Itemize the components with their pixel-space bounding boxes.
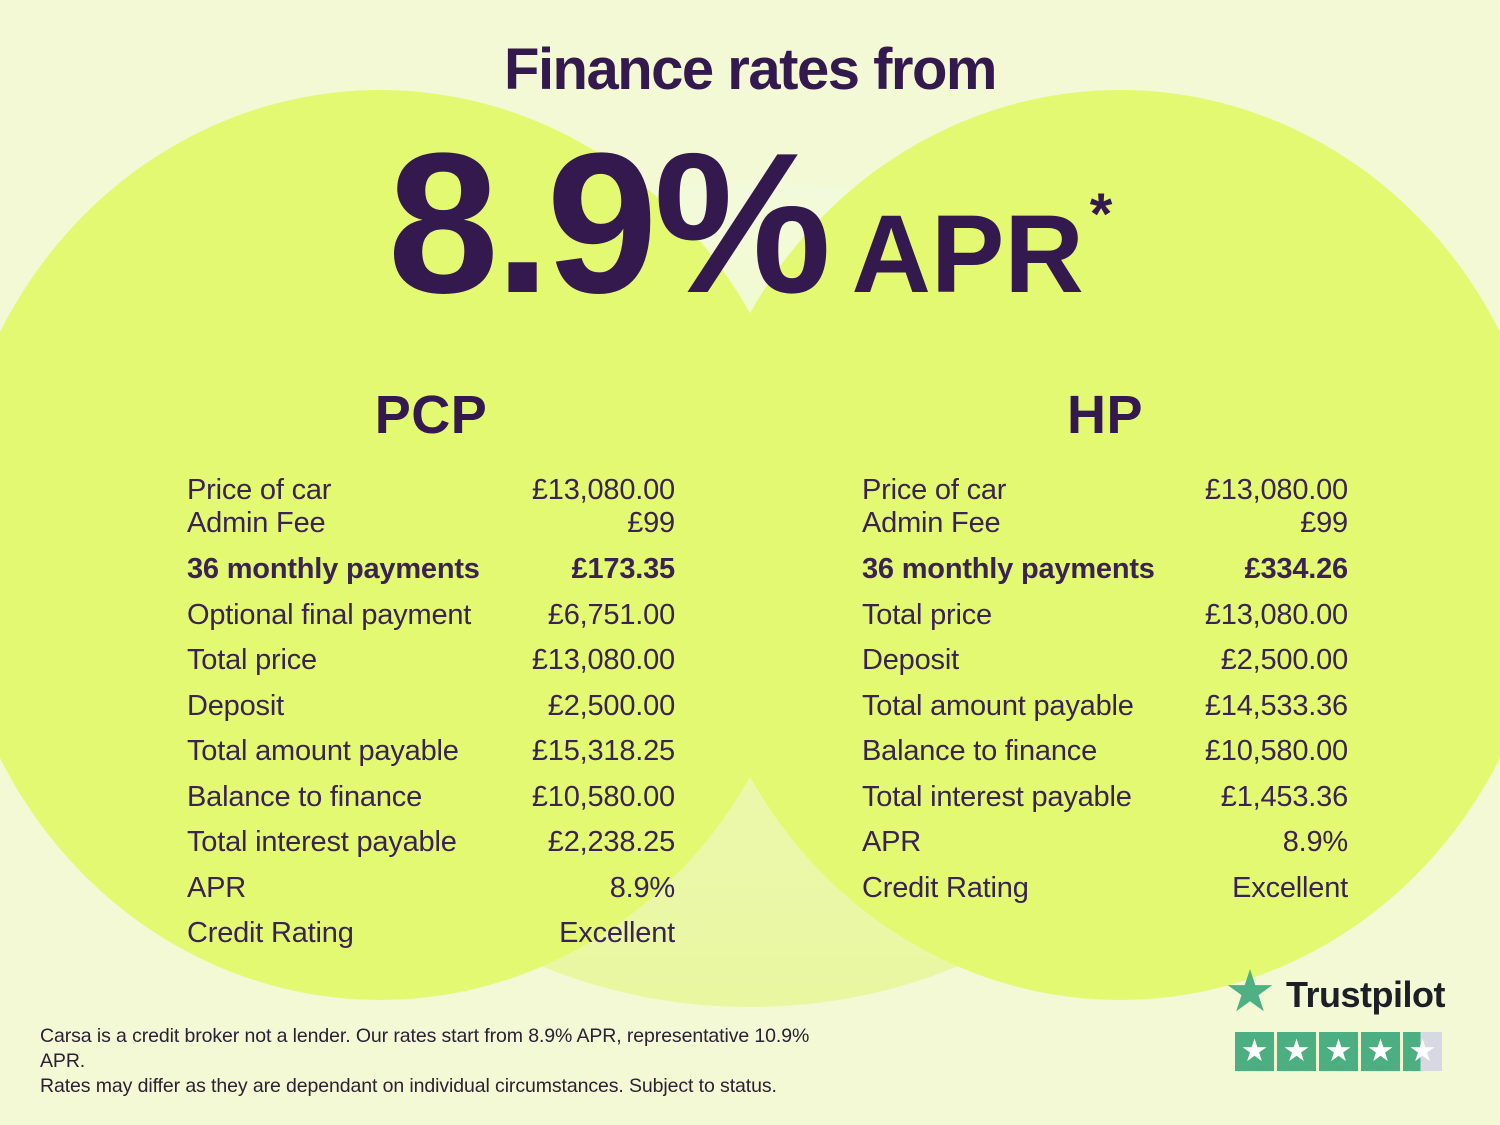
row-label: Admin Fee [187, 507, 326, 539]
row-label: Credit Rating [862, 871, 1029, 904]
trustpilot-logo: ★ Trustpilot [1224, 959, 1446, 1024]
row-value: Excellent [1232, 871, 1348, 904]
rate-value: 8.9% [387, 112, 832, 335]
row-value: £2,500.00 [547, 689, 675, 722]
hp-heading: HP [1066, 385, 1143, 445]
background-circle-left [0, 90, 810, 1000]
rating-star-box: ★ [1403, 1032, 1442, 1071]
row-value: £99 [1300, 507, 1348, 539]
finance-row: Price of car £13,080.00 [862, 474, 1348, 507]
trustpilot-star-icon: ★ [1224, 959, 1276, 1024]
finance-row: Credit Rating Excellent [187, 911, 675, 957]
rate-unit: APR [851, 193, 1084, 316]
row-label: Total amount payable [187, 735, 459, 768]
row-value: £13,080.00 [1204, 474, 1348, 506]
row-label: Total price [862, 598, 992, 631]
rating-star-icon: ★ [1366, 1033, 1395, 1068]
pcp-table: PCP Price of car £13,080.00 Admin Fee £99 36… [187, 388, 675, 957]
row-value: £1,453.36 [1220, 780, 1348, 813]
finance-row: Total price £13,080.00 [862, 593, 1348, 639]
finance-row: Deposit £2,500.00 [187, 684, 675, 730]
row-value: £173.35 [571, 553, 676, 586]
finance-row: Admin Fee £99 [187, 507, 675, 540]
disclaimer: Carsa is a credit broker not a lender. O… [40, 1024, 850, 1099]
row-label: APR [862, 826, 922, 859]
row-label: Total amount payable [862, 689, 1134, 722]
finance-row: 36 monthly payments £334.26 [862, 547, 1348, 593]
row-value: £6,751.00 [547, 598, 675, 631]
row-value: £13,080.00 [1204, 598, 1348, 631]
row-label: 36 monthly payments [187, 553, 480, 586]
row-label: Admin Fee [862, 507, 1001, 539]
rating-star-box: ★ [1319, 1032, 1358, 1071]
rating-star-box: ★ [1235, 1032, 1274, 1071]
finance-row: Total price £13,080.00 [187, 638, 675, 684]
row-value: £10,580.00 [1204, 735, 1348, 768]
row-value: £334.26 [1244, 553, 1349, 586]
finance-rate: 8.9% APR * [0, 124, 1500, 324]
finance-row: Total interest payable £2,238.25 [187, 820, 675, 866]
finance-row: Deposit £2,500.00 [862, 638, 1348, 684]
row-label: 36 monthly payments [862, 553, 1155, 586]
page-title: Finance rates from [504, 37, 997, 102]
finance-row: Total interest payable £1,453.36 [862, 775, 1348, 821]
row-value: 8.9% [1282, 826, 1349, 859]
row-label: Balance to finance [862, 735, 1098, 768]
row-value: £15,318.25 [531, 735, 675, 768]
hp-table: HP Price of car £13,080.00 Admin Fee £99 36 … [862, 388, 1348, 911]
row-value: £99 [627, 507, 675, 539]
row-label: Balance to finance [187, 780, 423, 813]
trustpilot-rating-stars: ★ ★ ★ ★ ★ [1235, 1032, 1442, 1071]
rate-footnote-marker: * [1089, 182, 1113, 247]
finance-row: Optional final payment £6,751.00 [187, 593, 675, 639]
pcp-heading: PCP [374, 385, 488, 445]
row-label: APR [187, 871, 247, 904]
row-value: £14,533.36 [1204, 689, 1348, 722]
finance-row: Total amount payable £14,533.36 [862, 684, 1348, 730]
rating-star-icon: ★ [1282, 1033, 1311, 1068]
finance-row: APR 8.9% [862, 820, 1348, 866]
row-value: £2,500.00 [1220, 644, 1348, 677]
row-value: £10,580.00 [531, 780, 675, 813]
rating-star-box: ★ [1361, 1032, 1400, 1071]
hp-rows: Price of car £13,080.00 Admin Fee £99 36 mon… [862, 474, 1348, 911]
row-label: Deposit [187, 689, 284, 722]
row-label: Credit Rating [187, 917, 354, 950]
row-value: £13,080.00 [531, 474, 675, 506]
finance-row: Balance to finance £10,580.00 [187, 775, 675, 821]
row-label: Price of car [862, 474, 1007, 506]
finance-row: 36 monthly payments £173.35 [187, 547, 675, 593]
row-label: Price of car [187, 474, 332, 506]
finance-row: Balance to finance £10,580.00 [862, 729, 1348, 775]
rating-star-icon: ★ [1324, 1033, 1353, 1068]
row-value: £2,238.25 [547, 826, 675, 859]
row-label: Optional final payment [187, 598, 472, 631]
trustpilot-brand-name: Trustpilot [1286, 974, 1446, 1015]
row-label: Total interest payable [187, 826, 457, 859]
row-value: Excellent [559, 917, 675, 950]
finance-row: Price of car £13,080.00 [187, 474, 675, 507]
row-label: Total price [187, 644, 317, 677]
finance-row: Credit Rating Excellent [862, 866, 1348, 912]
pcp-rows: Price of car £13,080.00 Admin Fee £99 36 mon… [187, 474, 675, 957]
finance-row: Total amount payable £15,318.25 [187, 729, 675, 775]
rating-star-box: ★ [1277, 1032, 1316, 1071]
background-circle-right [690, 90, 1500, 1000]
disclaimer-line-1: Carsa is a credit broker not a lender. O… [40, 1025, 810, 1072]
row-label: Total interest payable [862, 780, 1132, 813]
rating-star-icon: ★ [1240, 1033, 1269, 1068]
finance-row: APR 8.9% [187, 866, 675, 912]
row-label: Deposit [862, 644, 959, 677]
rating-star-icon: ★ [1408, 1033, 1437, 1068]
finance-row: Admin Fee £99 [862, 507, 1348, 540]
disclaimer-line-2: Rates may differ as they are dependant o… [40, 1075, 777, 1097]
row-value: 8.9% [609, 871, 676, 904]
row-value: £13,080.00 [531, 644, 675, 677]
